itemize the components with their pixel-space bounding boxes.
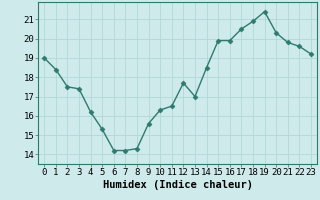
X-axis label: Humidex (Indice chaleur): Humidex (Indice chaleur) [103,180,252,190]
